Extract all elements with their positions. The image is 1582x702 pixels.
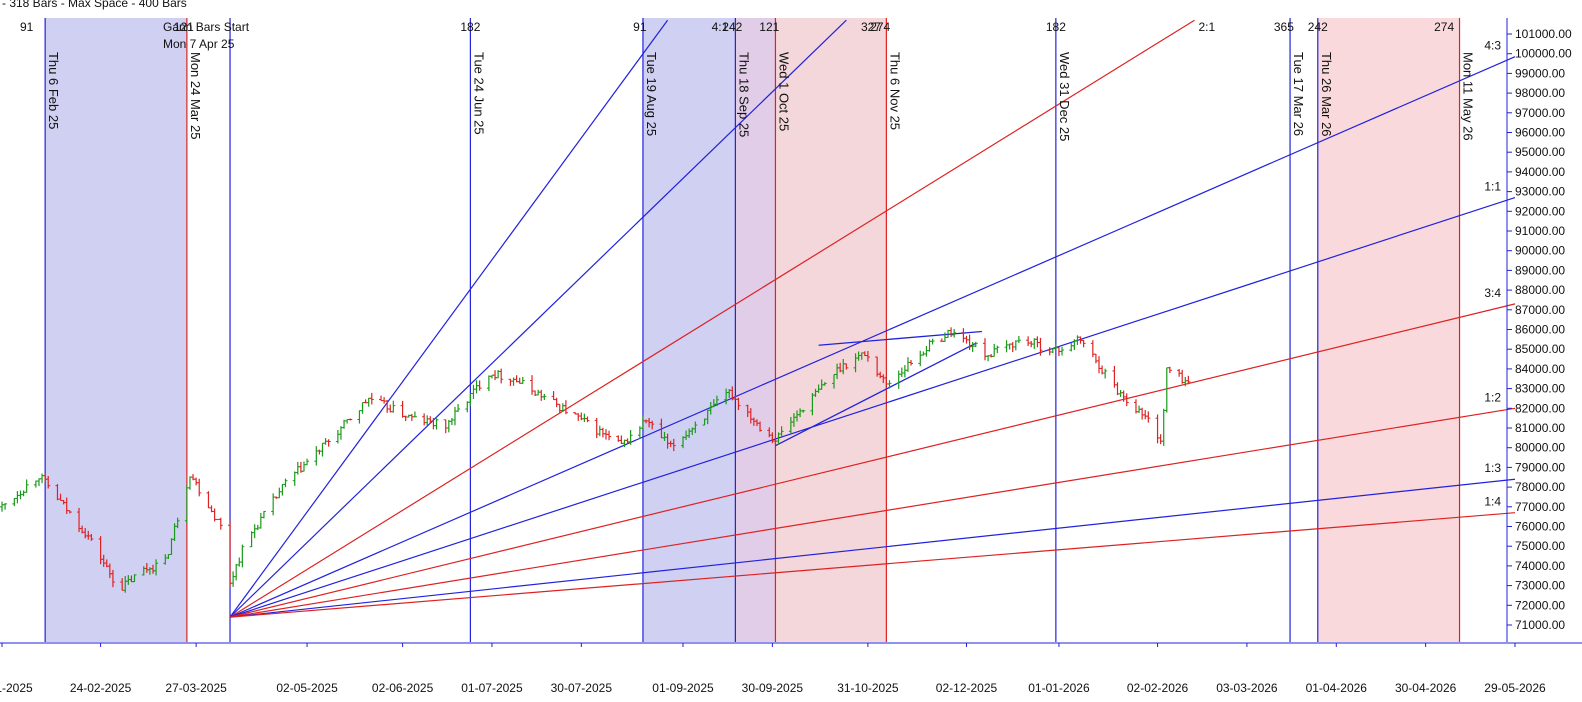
y-tick-label: 71000.00	[1515, 618, 1565, 632]
gann-fan-line	[229, 19, 847, 618]
y-tick-label: 77000.00	[1515, 500, 1565, 514]
date-vline-label: Thu 6 Feb 25	[46, 52, 61, 129]
date-vline-label: Tue 17 Mar 26	[1291, 52, 1306, 136]
y-tick-label: 85000.00	[1515, 342, 1565, 356]
gann-fan-line	[229, 512, 1516, 618]
date-vline-label: Wed 31 Dec 25	[1057, 52, 1072, 141]
y-tick-label: 79000.00	[1515, 460, 1565, 474]
y-tick-label: 87000.00	[1515, 303, 1565, 317]
trendline	[775, 342, 977, 447]
date-vline-label: Thu 26 Mar 26	[1319, 52, 1334, 137]
gann-fan-line	[229, 56, 1516, 618]
x-tick-label: 30-07-2025	[551, 681, 613, 695]
y-tick-label: 76000.00	[1515, 520, 1565, 534]
x-tick-label: 01-01-2026	[1028, 681, 1090, 695]
date-vline-label: Tue 24 Jun 25	[471, 52, 486, 135]
x-tick-label: 31-10-2025	[837, 681, 899, 695]
x-tick-label: 30-09-2025	[742, 681, 804, 695]
x-tick-label: 02-12-2025	[936, 681, 998, 695]
gann-start-title: Gann Bars Start	[163, 20, 250, 34]
y-tick-label: 100000.00	[1515, 47, 1572, 61]
y-tick-label: 84000.00	[1515, 362, 1565, 376]
y-tick-label: 82000.00	[1515, 401, 1565, 415]
cycle-count-label: 4:1	[712, 20, 729, 34]
gann-ratio-label: 1:3	[1484, 461, 1501, 475]
y-tick-label: 95000.00	[1515, 145, 1565, 159]
y-tick-label: 88000.00	[1515, 283, 1565, 297]
cycle-count-label: 91	[20, 20, 34, 34]
y-tick-label: 75000.00	[1515, 539, 1565, 553]
x-tick-label: 02-06-2025	[372, 681, 434, 695]
gann-fan-line	[229, 196, 1516, 618]
y-tick-label: 96000.00	[1515, 126, 1565, 140]
y-tick-label: 98000.00	[1515, 86, 1565, 100]
y-tick-label: 99000.00	[1515, 66, 1565, 80]
gann-ratio-label: 1:2	[1484, 390, 1501, 404]
cycle-count-label: 242	[1308, 20, 1328, 34]
cycle-count-label: 274	[870, 20, 890, 34]
time-band	[45, 18, 187, 642]
x-tick-label: 30-04-2026	[1395, 681, 1457, 695]
cycle-count-label: 242	[722, 20, 742, 34]
cycle-count-label: 2:1	[1199, 20, 1216, 34]
cycle-count-label: 91	[633, 20, 647, 34]
gann-fan-line	[229, 407, 1516, 618]
x-tick-label: 01-04-2026	[1306, 681, 1368, 695]
y-tick-label: 89000.00	[1515, 263, 1565, 277]
y-tick-label: 94000.00	[1515, 165, 1565, 179]
x-tick-label: 01-07-2025	[461, 681, 523, 695]
cycle-count-label: 182	[1046, 20, 1066, 34]
time-band	[775, 18, 887, 642]
gann-fan-line	[229, 303, 1516, 618]
gann-start-date: Mon 7 Apr 25	[163, 37, 235, 51]
time-band	[1317, 18, 1460, 642]
date-vline-label: Thu 6 Nov 25	[887, 52, 902, 130]
cycle-count-label: 327	[861, 20, 881, 34]
y-tick-label: 80000.00	[1515, 441, 1565, 455]
y-tick-label: 73000.00	[1515, 579, 1565, 593]
x-tick-label: 24-02-2025	[70, 681, 132, 695]
cycle-count-label: 121	[759, 20, 779, 34]
y-tick-label: 74000.00	[1515, 559, 1565, 573]
y-tick-label: 91000.00	[1515, 224, 1565, 238]
y-tick-label: 101000.00	[1515, 27, 1572, 41]
y-tick-label: 97000.00	[1515, 106, 1565, 120]
y-tick-label: 81000.00	[1515, 421, 1565, 435]
y-tick-label: 92000.00	[1515, 204, 1565, 218]
x-tick-label: 03-03-2026	[1216, 681, 1278, 695]
gann-fan-line	[229, 19, 1195, 618]
cycle-count-label: 182	[460, 20, 480, 34]
y-tick-label: 78000.00	[1515, 480, 1565, 494]
x-tick-label: 02-02-2026	[1127, 681, 1189, 695]
y-tick-label: 90000.00	[1515, 244, 1565, 258]
y-tick-label: 93000.00	[1515, 185, 1565, 199]
x-tick-label: 29-05-2026	[1484, 681, 1546, 695]
gann-ratio-label: 3:4	[1484, 286, 1501, 300]
x-tick-label: 23-01-2025	[0, 681, 33, 695]
cycle-count-label: 274	[1434, 20, 1454, 34]
date-vline-label: Wed 1 Oct 25	[776, 52, 791, 131]
date-vline-label: Tue 19 Aug 25	[644, 52, 659, 136]
cycle-count-label: 365	[1274, 20, 1294, 34]
header-info: - 318 Bars - Max Space - 400 Bars	[2, 0, 187, 10]
cycle-count-label: 121	[174, 20, 194, 34]
gann-ratio-label: 1:4	[1484, 495, 1501, 509]
y-tick-label: 86000.00	[1515, 323, 1565, 337]
gann-fan-line	[229, 478, 1516, 618]
gann-fan-line	[229, 19, 669, 618]
x-tick-label: 02-05-2025	[276, 681, 338, 695]
gann-ratio-label: 4:3	[1484, 39, 1501, 53]
date-vline-label: Mon 24 Mar 25	[188, 52, 203, 139]
y-tick-label: 83000.00	[1515, 382, 1565, 396]
gann-ratio-label: 1:1	[1484, 180, 1501, 194]
y-tick-label: 72000.00	[1515, 598, 1565, 612]
date-vline-label: Thu 18 Sep 25	[736, 52, 751, 137]
date-vline-label: Mon 11 May 26	[1461, 52, 1476, 141]
x-tick-label: 27-03-2025	[165, 681, 227, 695]
x-tick-label: 01-09-2025	[652, 681, 714, 695]
